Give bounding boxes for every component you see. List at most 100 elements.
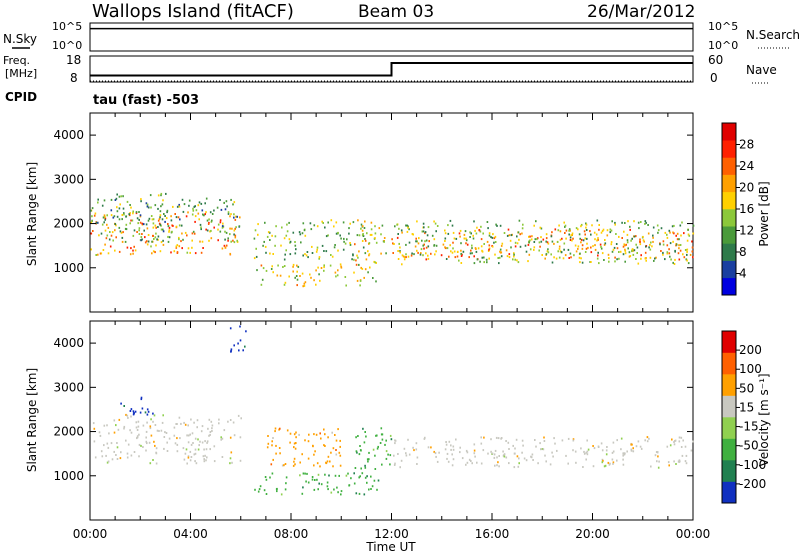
data-cell [151,240,153,243]
data-cell [147,234,150,236]
data-cell [358,263,360,266]
data-cell [621,237,623,239]
data-cell [265,251,267,254]
data-cell [471,244,473,247]
data-cell [272,458,274,461]
data-cell [254,229,257,232]
data-cell [624,452,626,455]
data-cell [369,233,372,236]
y-tick-label: 3000 [53,172,84,186]
data-cell [374,232,377,235]
data-cell [194,220,196,223]
data-cell [682,253,684,256]
data-cell [219,219,222,222]
data-cell [274,235,277,238]
data-cell [129,212,131,214]
data-cell [143,229,145,232]
data-cell [387,453,389,456]
data-cell [624,260,626,263]
data-cell [376,488,378,491]
data-cell [515,438,518,441]
data-cell [407,438,409,441]
data-cell [385,457,388,460]
data-cell [639,243,642,246]
data-cell [675,234,677,237]
data-cell [284,281,287,284]
data-cell [189,450,192,453]
data-cell [329,264,332,267]
data-cell [560,251,563,254]
data-cell [524,244,527,247]
data-cell [590,261,592,263]
data-cell [422,222,425,225]
data-cell [481,249,483,252]
data-cell [90,248,92,251]
data-cell [203,458,205,461]
data-cell [543,436,545,439]
data-cell [266,235,269,238]
data-cell [480,436,482,439]
data-cell [235,226,237,229]
data-cell [483,436,485,439]
data-cell [569,252,572,255]
data-cell [232,203,234,206]
data-cell [572,438,575,441]
data-cell [380,233,382,236]
data-cell [597,446,600,448]
data-cell [220,436,222,439]
data-cell [315,250,318,253]
data-cell [417,251,419,254]
data-cell [473,449,476,452]
data-cell [233,201,236,204]
data-cell [146,203,149,206]
data-cell [175,216,178,219]
data-cell [491,452,494,455]
data-cell [304,253,306,256]
data-cell [133,245,135,248]
data-cell [103,221,105,224]
data-cell [671,225,674,228]
data-cell [194,252,197,255]
data-cell [400,229,403,232]
data-cell [181,247,183,250]
data-cell [302,222,305,225]
data-cell [292,464,295,467]
data-cell [100,252,103,255]
data-cell [379,442,382,444]
data-cell [622,454,624,457]
data-cell [534,439,536,441]
data-cell [145,440,148,443]
data-cell [279,452,281,455]
data-cell [192,207,194,210]
data-cell [486,221,489,223]
data-cell [191,213,194,216]
data-cell [129,410,132,412]
nsky-label: N.Sky [3,32,37,46]
data-cell [187,247,190,250]
data-cell [353,472,355,475]
data-cell [185,448,188,451]
data-cell [446,457,448,460]
data-cell [500,244,503,247]
colorbar-tick-label: 100 [739,362,762,376]
data-cell [474,455,476,458]
data-cell [686,250,688,253]
data-cell [362,233,364,235]
data-cell [444,240,446,242]
data-cell [361,234,364,237]
colorbar-tick-label: 200 [739,343,762,357]
data-cell [335,439,338,442]
data-cell [435,455,437,458]
data-cell [139,215,142,218]
data-cell [602,228,605,231]
data-cell [419,253,422,256]
data-cell [519,233,521,236]
data-cell [490,236,492,239]
data-cell [598,224,600,226]
data-cell [193,205,196,208]
data-cell [577,245,580,248]
data-cell [197,448,200,451]
data-cell [160,429,163,432]
data-cell [364,431,366,433]
data-cell [480,238,483,241]
